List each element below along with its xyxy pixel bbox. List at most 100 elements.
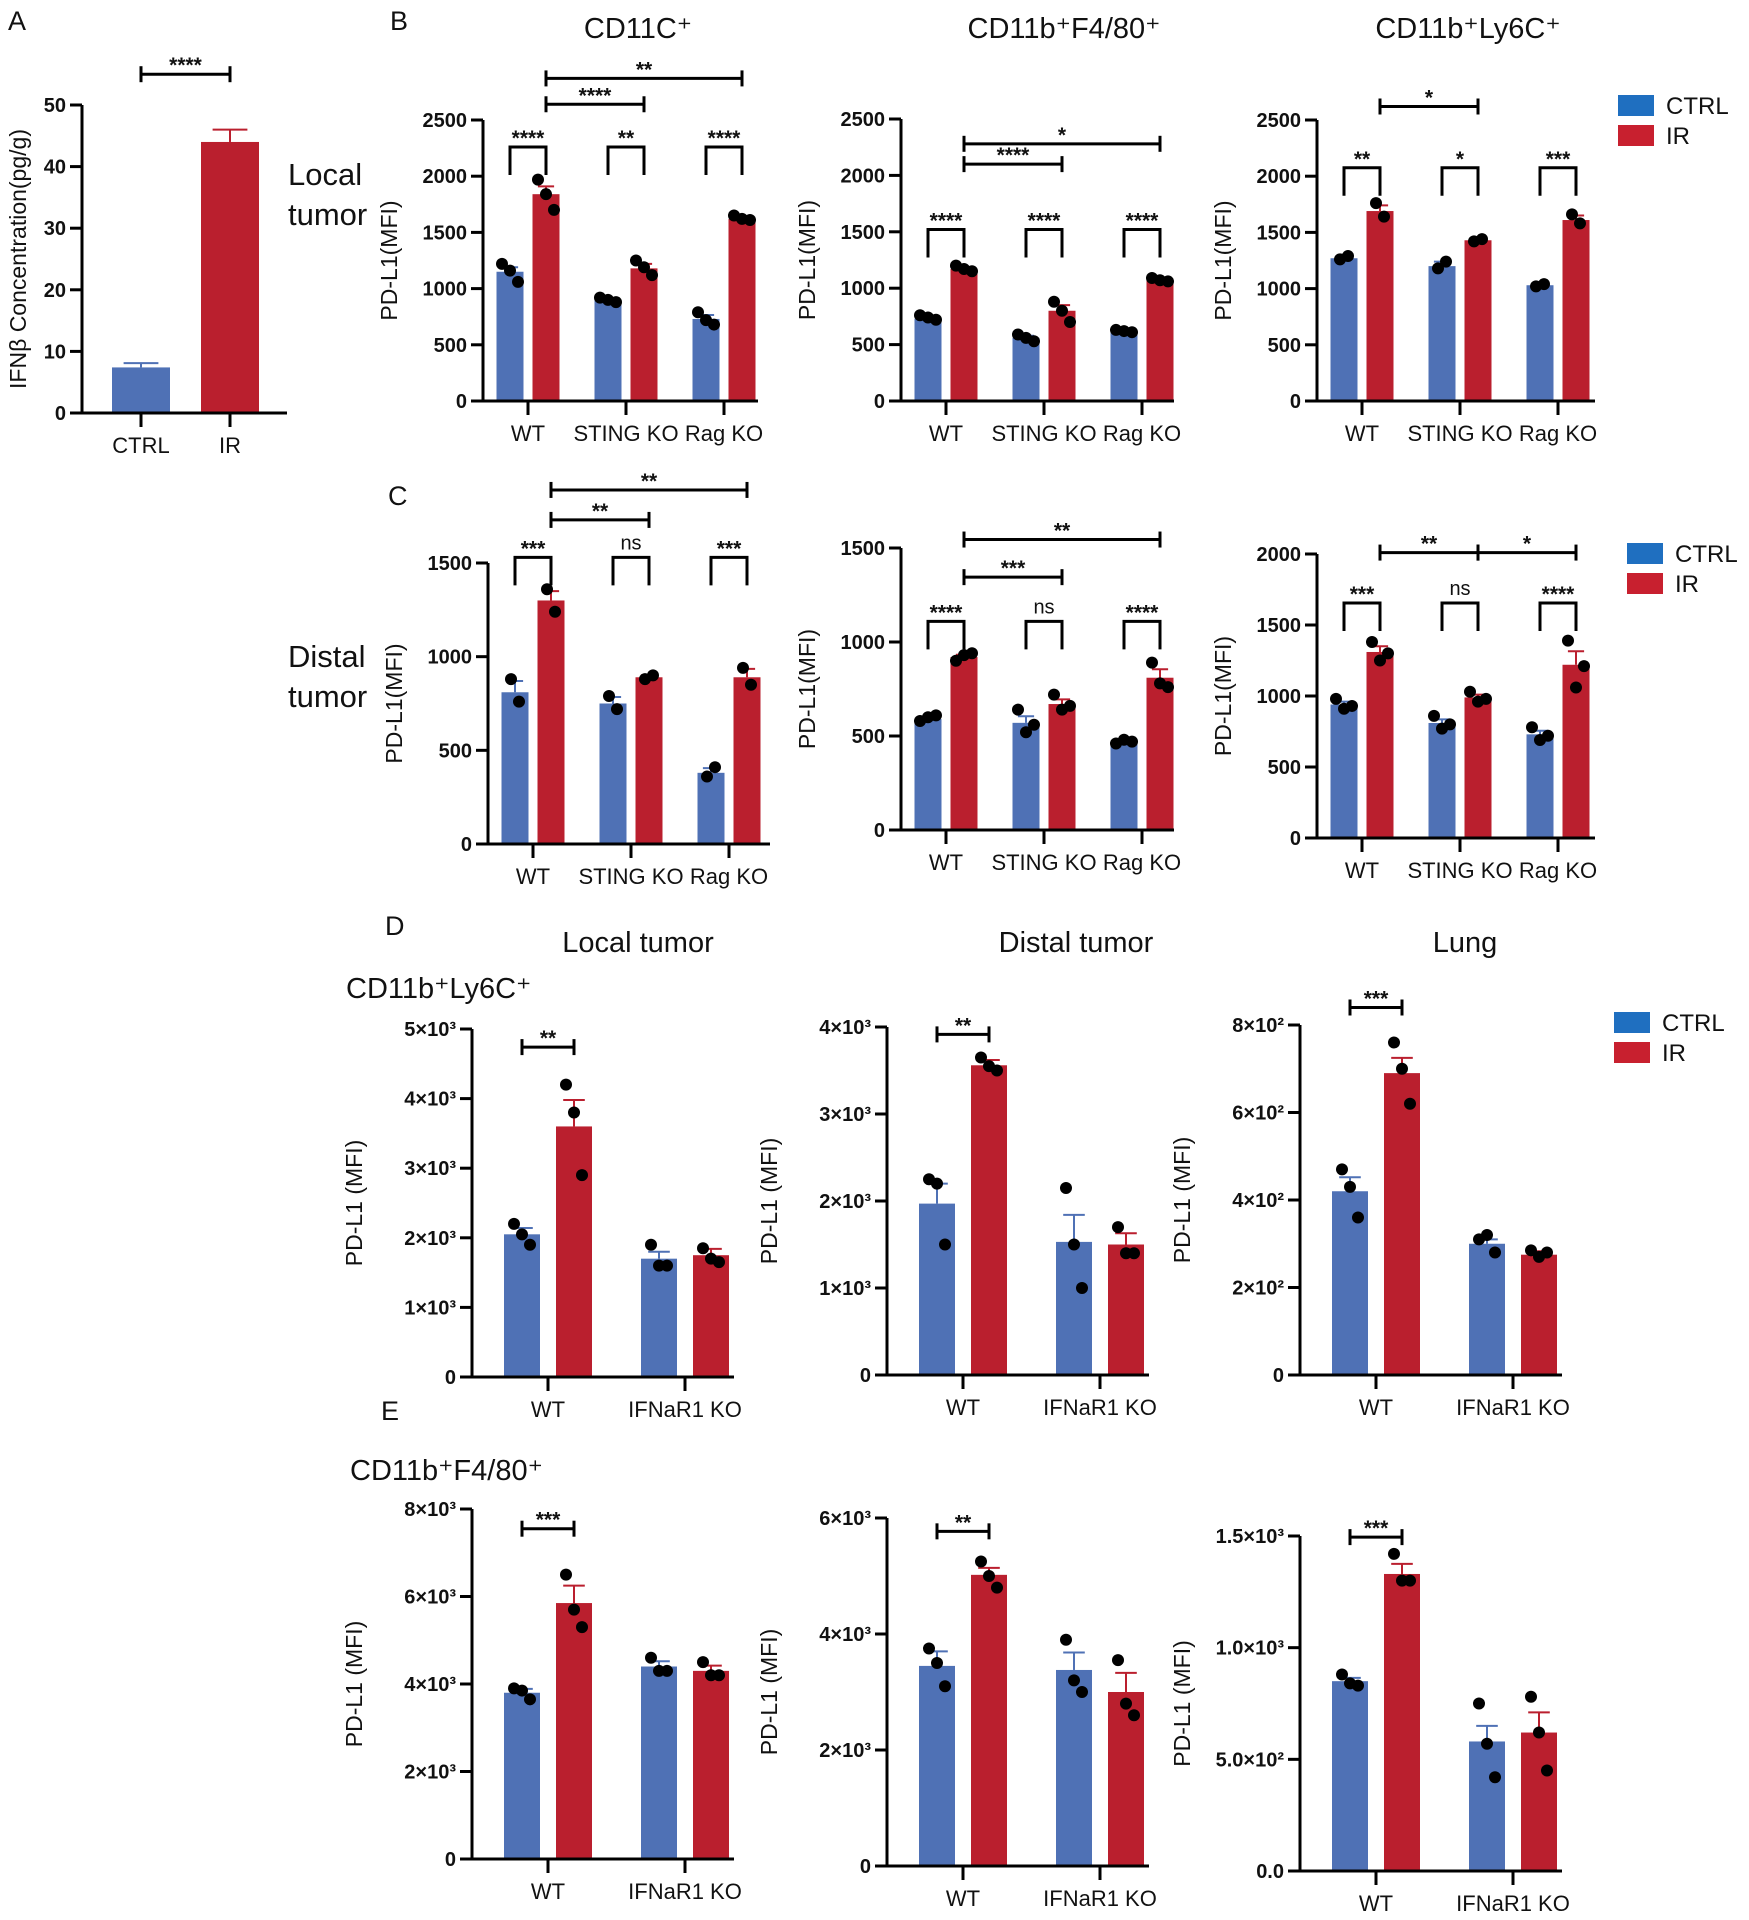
legend-label: IR	[1662, 1040, 1686, 1067]
y-tick-label: 6×10²	[1232, 1103, 1284, 1125]
data-point	[1112, 1221, 1124, 1234]
column-title-cd11c: CD11C⁺	[584, 13, 692, 45]
y-tick-label: 2×10²	[1232, 1278, 1284, 1300]
y-tick-label: 500	[852, 726, 885, 748]
data-point	[1476, 233, 1488, 246]
panel-letter-e: E	[381, 1396, 399, 1426]
chart-e1: 0 2×10³ 4×10³ 6×10³ 8×10³ WT IFNaR1 KO PD-L1 (M…	[341, 1499, 742, 1904]
y-tick-label: 1×10³	[819, 1278, 871, 1300]
significance-label: ****	[512, 127, 546, 150]
data-point	[646, 269, 658, 282]
column-title-f480: CD11b⁺F4/80⁺	[968, 13, 1161, 45]
data-point	[1336, 1668, 1348, 1681]
data-point	[512, 275, 524, 288]
bar-ctrl	[594, 299, 622, 401]
y-tick-label: 2000	[423, 166, 468, 188]
y-tick-label: 20	[44, 280, 66, 302]
data-point	[1570, 681, 1582, 694]
significance-label: **	[955, 1511, 972, 1534]
data-point	[1336, 1163, 1348, 1176]
data-point	[1146, 656, 1158, 669]
data-point	[524, 1693, 536, 1706]
data-point	[692, 306, 704, 319]
y-tick-label: 500	[439, 740, 472, 762]
panel-letter-a: A	[8, 6, 26, 36]
data-point	[638, 261, 650, 274]
data-point	[496, 257, 508, 270]
data-point	[576, 1169, 588, 1182]
bar-ir	[1048, 704, 1076, 830]
significance-label: ns	[1449, 578, 1470, 600]
significance-bracket	[508, 145, 548, 175]
bar-ir	[1108, 1244, 1144, 1375]
significance-annotation: ***	[709, 537, 749, 586]
data-point	[713, 1669, 725, 1682]
y-tick-label: 0.0	[1256, 1861, 1284, 1883]
bar-ctrl	[919, 1665, 955, 1866]
data-point	[1562, 634, 1574, 647]
data-point	[1404, 1574, 1416, 1587]
significance-annotation: **	[549, 470, 749, 498]
significance-label: ns	[620, 532, 641, 554]
data-point	[560, 1078, 572, 1091]
chart-d3: 0 2×10² 4×10² 6×10² 8×10² WT IFNaR1 KO PD-L1 (M…	[1169, 988, 1570, 1421]
bar-ir	[1108, 1692, 1144, 1866]
y-tick-label: 0	[860, 1365, 871, 1387]
data-point	[1428, 709, 1440, 722]
significance-annotation: ****	[508, 127, 548, 175]
bar-ir	[693, 1670, 729, 1859]
data-point	[568, 1603, 580, 1616]
significance-bracket	[606, 145, 646, 175]
x-tick-label: IFNaR1 KO	[1043, 1395, 1157, 1420]
y-axis-label: IFNβ Concentration(pg/g)	[5, 129, 31, 389]
significance-label: ***	[1350, 583, 1375, 606]
y-tick-label: 6×10³	[819, 1508, 871, 1530]
data-point	[1060, 1181, 1072, 1194]
side-label-distal-1: Distal	[288, 639, 366, 674]
chart-e3: 0.0 5.0×10² 1.0×10³ 1.5×10³ WT IFNaR1 KO PD-L1…	[1169, 1517, 1570, 1916]
bar-ir	[630, 268, 658, 401]
data-point	[1388, 1036, 1400, 1049]
y-axis-label: PD-L1 (MFI)	[341, 1621, 367, 1748]
bar-ir	[971, 1065, 1007, 1375]
y-tick-label: 1000	[1257, 279, 1302, 301]
significance-annotation: ***	[1348, 988, 1404, 1016]
data-point	[508, 1217, 520, 1230]
legend-label: CTRL	[1675, 541, 1738, 568]
y-tick-label: 500	[1268, 335, 1301, 357]
data-point	[1330, 692, 1342, 705]
y-tick-label: 4×10²	[1232, 1190, 1284, 1212]
data-point	[516, 1684, 528, 1697]
chart-e2: 0 2×10³ 4×10³ 6×10³ WT IFNaR1 KO PD-L1 (MFI) **	[756, 1508, 1157, 1911]
x-tick-label: IFNaR1 KO	[1456, 1891, 1570, 1916]
y-tick-label: 1500	[428, 553, 473, 575]
data-point	[1162, 275, 1174, 288]
x-tick-label: WT	[1345, 421, 1379, 446]
bar-ctrl	[919, 1203, 955, 1375]
significance-annotation: ****	[1122, 601, 1162, 650]
data-point	[1128, 1247, 1140, 1260]
significance-label: ****	[708, 127, 742, 150]
legend-swatch-ir	[1627, 573, 1663, 594]
bar-ctrl	[504, 1234, 540, 1377]
data-point	[1480, 692, 1492, 705]
bar-ir	[201, 141, 259, 413]
bar-ir	[556, 1126, 592, 1377]
bar-ctrl	[504, 1692, 540, 1859]
significance-annotation: ****	[926, 601, 966, 650]
significance-label: **	[540, 1027, 557, 1050]
data-point	[1489, 1246, 1501, 1259]
x-tick-label: WT	[946, 1886, 980, 1911]
y-tick-label: 3×10³	[819, 1104, 871, 1126]
significance-bracket	[926, 619, 966, 650]
significance-annotation: **	[935, 1511, 991, 1540]
bar-ir	[733, 677, 761, 844]
x-tick-label: STING KO	[991, 421, 1096, 446]
y-tick-label: 500	[852, 335, 885, 357]
data-point	[1112, 1654, 1124, 1667]
y-tick-label: 2×10³	[819, 1191, 871, 1213]
data-point	[931, 1657, 943, 1669]
x-tick-label: WT	[531, 1397, 565, 1422]
significance-label: ***	[521, 537, 546, 560]
data-point	[1128, 1709, 1140, 1722]
